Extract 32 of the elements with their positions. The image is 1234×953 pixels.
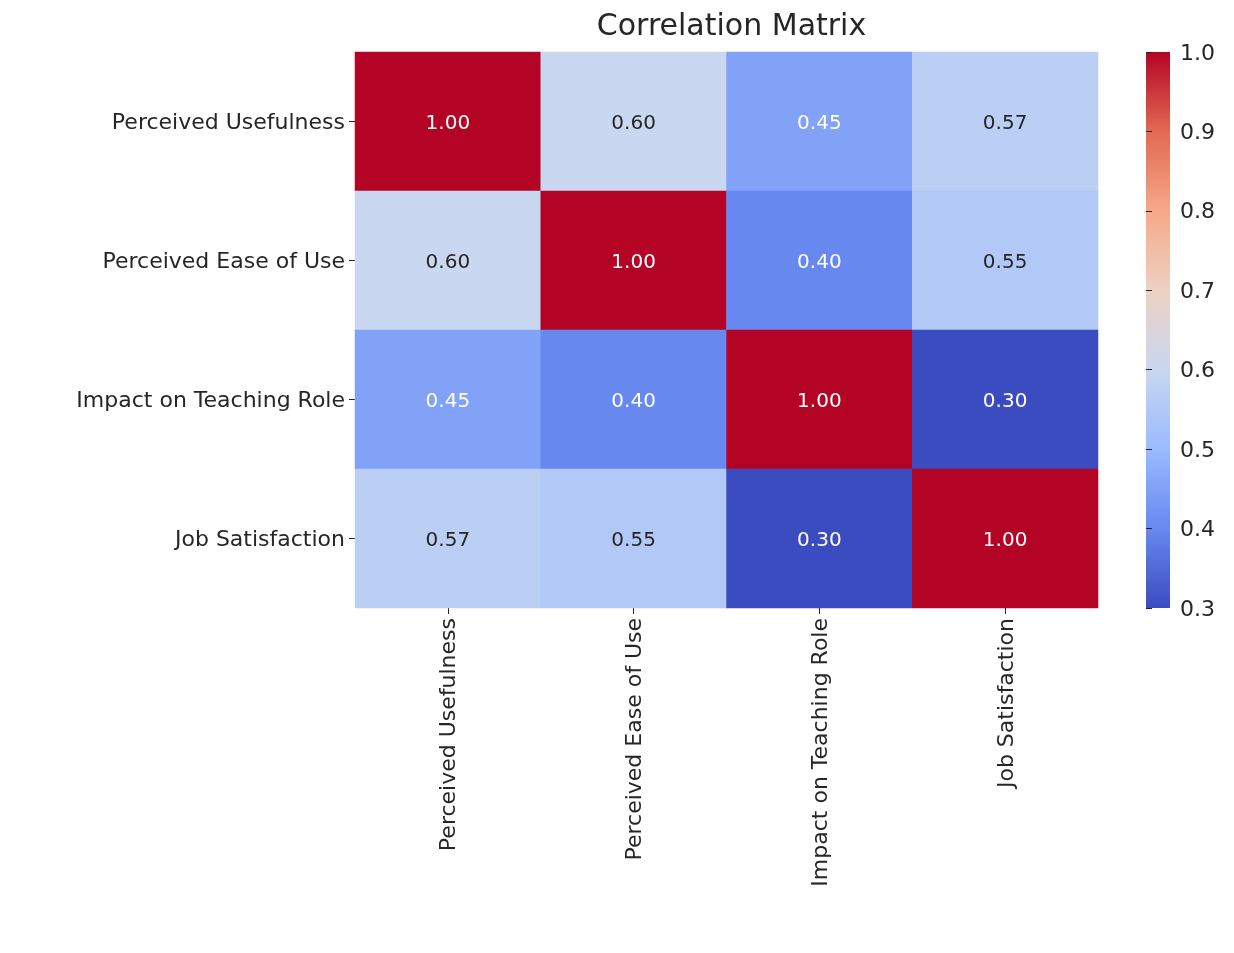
y-tick-label: Job Satisfaction xyxy=(172,526,345,551)
data-label: 0.60 xyxy=(425,248,471,273)
y-tick-label: Perceived Ease of Use xyxy=(102,248,345,273)
data-label: 0.55 xyxy=(982,248,1028,273)
chart-title: Correlation Matrix xyxy=(596,6,867,42)
color-bar-label: 1.0 xyxy=(1180,39,1215,65)
color-bar-label: 0.9 xyxy=(1180,118,1215,144)
color-bar-label: 0.7 xyxy=(1180,277,1215,303)
color-bar-label: 0.5 xyxy=(1180,436,1215,462)
data-label: 0.30 xyxy=(982,387,1028,412)
x-tick-label: Job Satisfaction xyxy=(992,618,1018,791)
data-label: 0.40 xyxy=(797,248,842,273)
color-bar-label: 0.6 xyxy=(1180,357,1215,383)
data-label: 1.00 xyxy=(797,387,842,412)
data-label: 0.45 xyxy=(425,387,471,412)
data-label: 0.60 xyxy=(611,109,656,134)
color-bar-label: 0.4 xyxy=(1180,516,1215,542)
data-label: 0.57 xyxy=(982,109,1028,134)
data-label: 1.00 xyxy=(425,109,471,134)
data-label: 1.00 xyxy=(982,526,1028,551)
y-tick-label: Perceived Usefulness xyxy=(111,109,345,134)
data-label: 0.45 xyxy=(797,109,842,134)
data-label: 0.55 xyxy=(611,526,656,551)
data-label: 0.57 xyxy=(425,526,471,551)
data-label: 1.00 xyxy=(611,248,656,273)
color-bar-label: 0.8 xyxy=(1180,198,1215,224)
x-tick-label: Impact on Teaching Role xyxy=(806,618,832,887)
data-label: 0.30 xyxy=(797,526,842,551)
x-tick-label: Perceived Ease of Use xyxy=(621,618,647,861)
y-tick-label: Impact on Teaching Role xyxy=(76,387,345,412)
color-bar-label: 0.3 xyxy=(1180,595,1215,621)
data-label: 0.40 xyxy=(611,387,656,412)
